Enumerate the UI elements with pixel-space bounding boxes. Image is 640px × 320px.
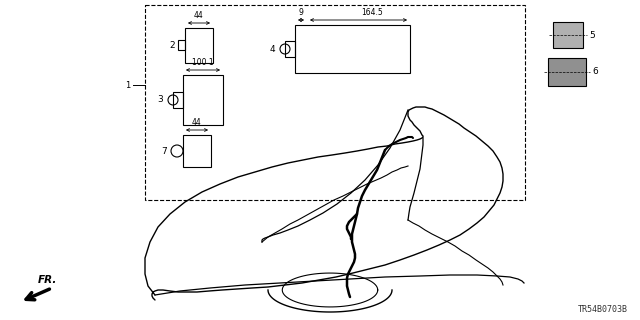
Bar xyxy=(145,5,525,200)
Text: 9: 9 xyxy=(299,8,303,17)
Text: 2: 2 xyxy=(170,41,175,50)
Text: 6: 6 xyxy=(592,68,598,76)
Text: 3: 3 xyxy=(157,95,163,105)
Text: 1: 1 xyxy=(125,81,130,90)
Text: TR54B0703B: TR54B0703B xyxy=(578,305,628,314)
Bar xyxy=(285,41,295,57)
Text: 44: 44 xyxy=(192,118,202,127)
Bar xyxy=(185,28,213,63)
Bar xyxy=(178,40,185,50)
Bar xyxy=(548,58,586,86)
Text: FR.: FR. xyxy=(38,275,58,285)
Bar xyxy=(173,92,183,108)
Text: 100 1: 100 1 xyxy=(192,58,214,67)
Text: 4: 4 xyxy=(269,44,275,53)
Bar xyxy=(295,25,410,73)
Text: 44: 44 xyxy=(194,11,204,20)
Bar xyxy=(553,22,583,48)
Text: 5: 5 xyxy=(589,30,595,39)
Bar xyxy=(183,75,223,125)
Text: 7: 7 xyxy=(161,147,167,156)
Bar xyxy=(183,135,211,167)
Text: 164.5: 164.5 xyxy=(362,8,383,17)
